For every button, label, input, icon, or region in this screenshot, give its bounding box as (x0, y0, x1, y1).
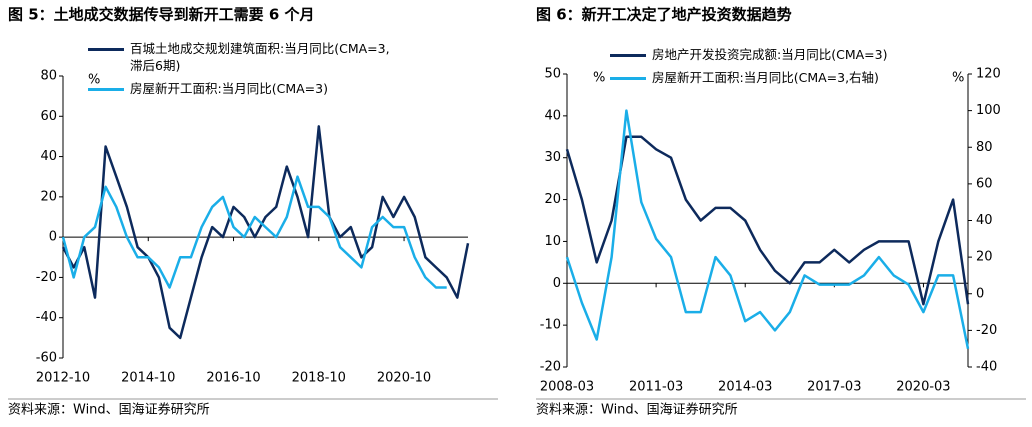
y2-tick-label: 0 (976, 286, 984, 301)
series-line (565, 109, 970, 349)
y-tick-label: 20 (544, 192, 561, 207)
legend-entry: 房屋新开工面积:当月同比(CMA=3) (88, 80, 390, 97)
legend-label: 百城土地成交规划建筑面积:当月同比(CMA=3, 滞后6期) (130, 41, 390, 73)
y-unit: % (593, 71, 605, 86)
y2-tick-label: 40 (976, 213, 993, 228)
y2-tick-label: 60 (976, 176, 993, 191)
y-tick-label: -20 (540, 360, 561, 375)
y-tick-label: 80 (40, 69, 57, 84)
y-tick-label: 20 (40, 189, 57, 204)
legend-entry: 房屋新开工面积:当月同比(CMA=3,右轴) (610, 69, 887, 86)
source: 资料来源：Wind、国海证券研究所 (8, 402, 210, 418)
y-tick-label: -10 (540, 318, 561, 333)
x-tick-label: 2014-03 (718, 380, 772, 395)
legend-swatch (88, 88, 124, 91)
x-tick-label: 2012-10 (36, 371, 90, 386)
y2-tick-label: 120 (976, 67, 1001, 82)
y-tick-label: 40 (544, 108, 561, 123)
y-tick-label: -40 (36, 310, 57, 325)
y-tick-label: 40 (40, 149, 57, 164)
legend-label: 房屋新开工面积:当月同比(CMA=3) (130, 81, 328, 96)
y2-unit: % (952, 71, 964, 86)
y-unit: % (88, 73, 100, 88)
x-tick-label: 2017-03 (807, 380, 861, 395)
y2-tick-label: -40 (976, 360, 997, 375)
x-tick-label: 2020-10 (377, 371, 431, 386)
legend-label: 房屋新开工面积:当月同比(CMA=3,右轴) (652, 70, 879, 85)
y-tick-label: -60 (36, 351, 57, 366)
x-tick-label: 2016-10 (206, 371, 260, 386)
legend-entry: 百城土地成交规划建筑面积:当月同比(CMA=3, 滞后6期) (88, 40, 390, 74)
series-line (61, 175, 447, 289)
y-tick-label: 30 (544, 150, 561, 165)
legend: 房地产开发投资完成额:当月同比(CMA=3) 房屋新开工面积:当月同比(CMA=3… (610, 46, 887, 92)
series-line (61, 125, 470, 340)
y-tick-label: 10 (544, 234, 561, 249)
source: 资料来源：Wind、国海证券研究所 (536, 402, 738, 418)
legend: 百城土地成交规划建筑面积:当月同比(CMA=3, 滞后6期) 房屋新开工面积:当月… (88, 40, 390, 103)
x-tick-label: 2014-10 (121, 371, 175, 386)
legend-swatch (88, 48, 124, 51)
y-tick-label: 50 (544, 67, 561, 82)
y-tick-label: 60 (40, 109, 57, 124)
y2-tick-label: 100 (976, 103, 1001, 118)
legend-entry: 房地产开发投资完成额:当月同比(CMA=3) (610, 46, 887, 63)
y2-tick-label: 20 (976, 250, 993, 265)
y-tick-label: 0 (49, 230, 57, 245)
chart-title: 图 5：土地成交数据传导到新开工需要 6 个月 (8, 6, 315, 24)
y2-tick-label: 80 (976, 140, 993, 155)
legend-swatch (610, 54, 646, 57)
y2-tick-label: -20 (976, 323, 997, 338)
legend-swatch (610, 77, 646, 80)
series-line (565, 135, 970, 306)
x-tick-label: 2020-03 (896, 380, 950, 395)
x-tick-label: 2011-03 (629, 380, 683, 395)
legend-label: 房地产开发投资完成额:当月同比(CMA=3) (652, 47, 888, 62)
x-tick-label: 2018-10 (292, 371, 346, 386)
chart-title: 图 6：新开工决定了地产投资数据趋势 (536, 6, 792, 24)
y-tick-label: -20 (36, 270, 57, 285)
x-tick-label: 2008-03 (540, 380, 594, 395)
y-tick-label: 0 (553, 276, 561, 291)
